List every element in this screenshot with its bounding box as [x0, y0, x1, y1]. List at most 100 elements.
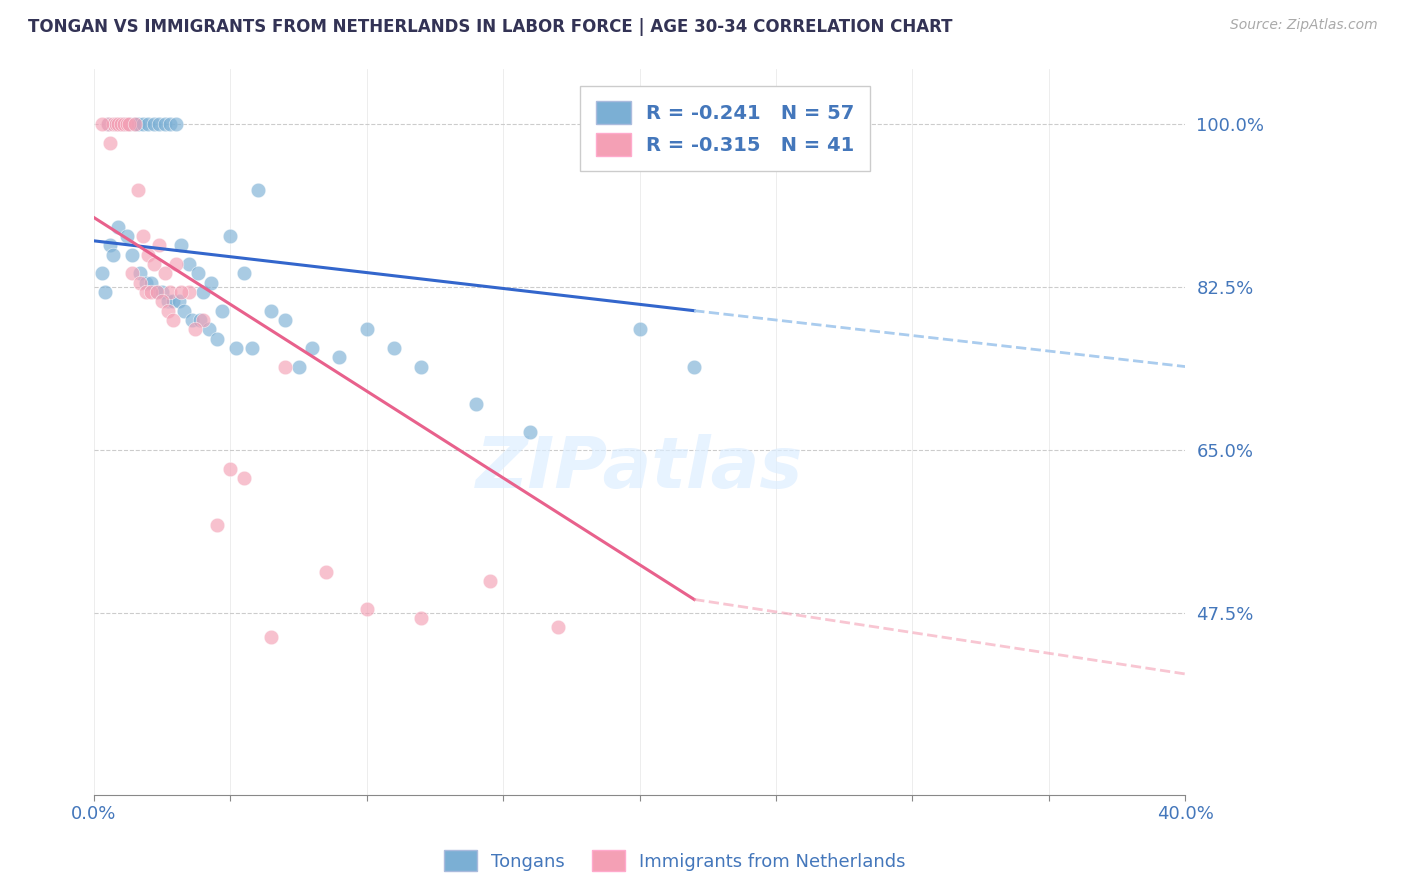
Point	[547, 620, 569, 634]
Point	[110, 117, 132, 131]
Point	[225, 341, 247, 355]
Point	[179, 285, 201, 299]
Point	[167, 294, 190, 309]
Point	[129, 276, 152, 290]
Point	[165, 117, 187, 131]
Point	[200, 276, 222, 290]
Point	[260, 630, 283, 644]
Point	[187, 267, 209, 281]
Point	[211, 303, 233, 318]
Point	[94, 285, 117, 299]
Point	[246, 183, 269, 197]
Point	[274, 313, 297, 327]
Point	[205, 332, 228, 346]
Point	[184, 322, 207, 336]
Point	[219, 462, 242, 476]
Point	[191, 285, 214, 299]
Point	[628, 322, 651, 336]
Point	[356, 601, 378, 615]
Point	[148, 117, 170, 131]
Point	[104, 117, 127, 131]
Point	[142, 117, 165, 131]
Point	[260, 303, 283, 318]
Point	[124, 117, 146, 131]
Point	[112, 117, 135, 131]
Point	[191, 313, 214, 327]
Point	[101, 248, 124, 262]
Point	[219, 229, 242, 244]
Point	[170, 285, 193, 299]
Point	[519, 425, 541, 439]
Point	[478, 574, 501, 588]
Text: ZIPatlas: ZIPatlas	[477, 434, 803, 502]
Point	[129, 267, 152, 281]
Point	[173, 303, 195, 318]
Point	[91, 117, 114, 131]
Point	[91, 267, 114, 281]
Point	[141, 285, 163, 299]
Point	[301, 341, 323, 355]
Point	[97, 117, 120, 131]
Point	[315, 565, 337, 579]
Point	[104, 117, 127, 131]
Point	[159, 117, 181, 131]
Point	[148, 238, 170, 252]
Point	[188, 313, 211, 327]
Point	[135, 285, 157, 299]
Point	[112, 117, 135, 131]
Point	[356, 322, 378, 336]
Point	[107, 117, 129, 131]
Point	[107, 219, 129, 234]
Point	[382, 341, 405, 355]
Point	[153, 267, 176, 281]
Text: TONGAN VS IMMIGRANTS FROM NETHERLANDS IN LABOR FORCE | AGE 30-34 CORRELATION CHA: TONGAN VS IMMIGRANTS FROM NETHERLANDS IN…	[28, 18, 953, 36]
Point	[98, 136, 121, 150]
Point	[233, 267, 256, 281]
Point	[121, 248, 143, 262]
Point	[142, 257, 165, 271]
Point	[132, 229, 155, 244]
Point	[159, 285, 181, 299]
Point	[132, 117, 155, 131]
Point	[683, 359, 706, 374]
Point	[97, 117, 120, 131]
Point	[138, 117, 160, 131]
Point	[165, 257, 187, 271]
Point	[274, 359, 297, 374]
Point	[162, 313, 184, 327]
Point	[240, 341, 263, 355]
Point	[118, 117, 141, 131]
Point	[181, 313, 204, 327]
Point	[233, 471, 256, 485]
Point	[118, 117, 141, 131]
Point	[156, 294, 179, 309]
Text: Source: ZipAtlas.com: Source: ZipAtlas.com	[1230, 18, 1378, 32]
Point	[170, 238, 193, 252]
Point	[145, 285, 167, 299]
Point	[141, 276, 163, 290]
Point	[138, 248, 160, 262]
Point	[115, 229, 138, 244]
Point	[328, 351, 350, 365]
Point	[156, 303, 179, 318]
Point	[150, 294, 173, 309]
Point	[127, 117, 149, 131]
Point	[153, 117, 176, 131]
Point	[124, 117, 146, 131]
Point	[197, 322, 219, 336]
Point	[110, 117, 132, 131]
Point	[179, 257, 201, 271]
Point	[287, 359, 309, 374]
Legend: Tongans, Immigrants from Netherlands: Tongans, Immigrants from Netherlands	[437, 843, 912, 879]
Point	[115, 117, 138, 131]
Point	[411, 611, 433, 625]
Legend: R = -0.241   N = 57, R = -0.315   N = 41: R = -0.241 N = 57, R = -0.315 N = 41	[581, 86, 870, 171]
Point	[127, 183, 149, 197]
Point	[162, 294, 184, 309]
Point	[101, 117, 124, 131]
Point	[145, 285, 167, 299]
Point	[411, 359, 433, 374]
Point	[150, 285, 173, 299]
Point	[135, 276, 157, 290]
Point	[98, 238, 121, 252]
